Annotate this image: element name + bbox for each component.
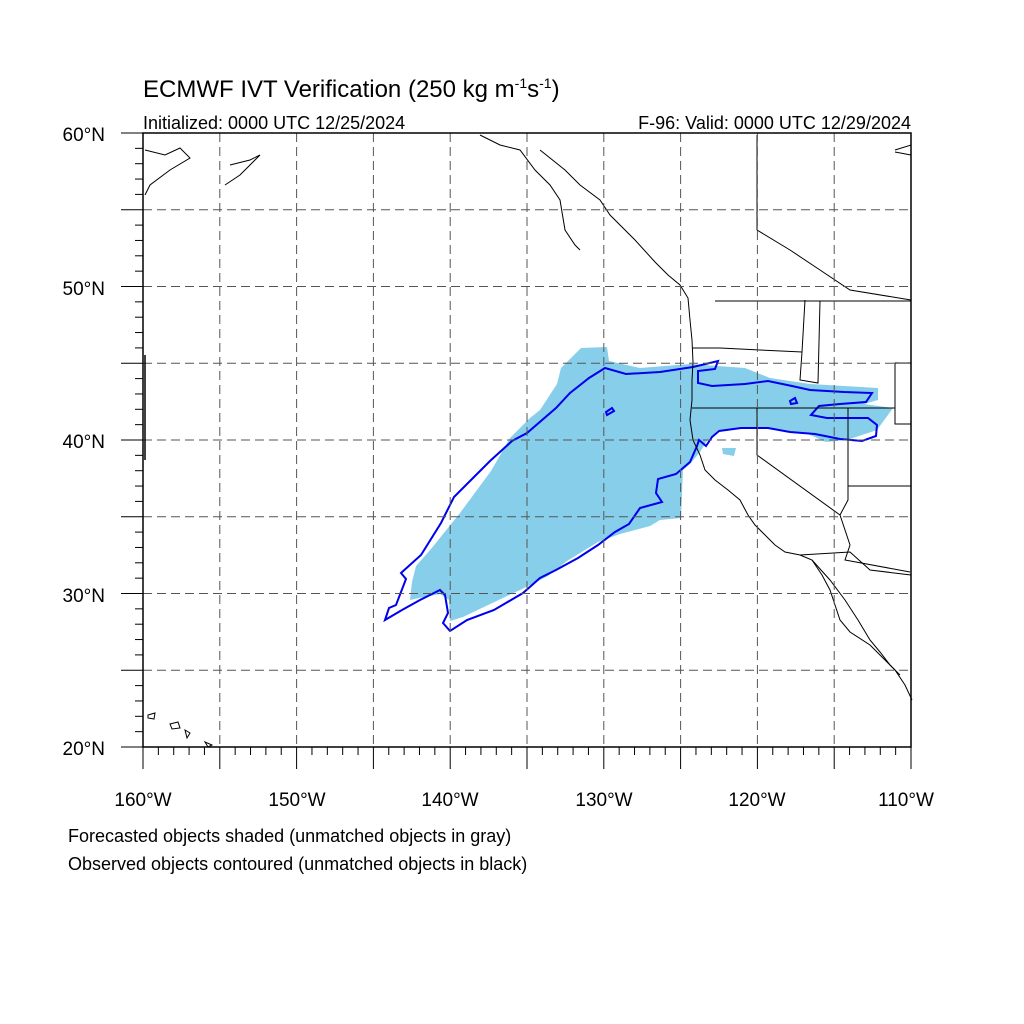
lon-label-160w: 160°W bbox=[114, 790, 171, 811]
axis-ticks bbox=[121, 132, 912, 769]
latitude-labels: 60°N 50°N 40°N 30°N 20°N bbox=[63, 125, 105, 760]
arizona-border bbox=[839, 514, 911, 573]
observed-ivt-contours bbox=[383, 359, 879, 633]
legend-observed-note: Observed objects contoured (unmatched ob… bbox=[68, 854, 527, 874]
forecast-ivt-object-small bbox=[722, 448, 736, 456]
lon-label-110w: 110°W bbox=[878, 790, 934, 811]
initialized-time: Initialized: 0000 UTC 12/25/2024 bbox=[143, 113, 405, 133]
canada-province-line bbox=[756, 135, 912, 301]
observed-ivt-contour-small-2 bbox=[788, 396, 799, 406]
baja-peninsula bbox=[811, 559, 901, 676]
figure-title: ECMWF IVT Verification (250 kg m-1s-1) bbox=[143, 75, 560, 103]
longitude-labels: 160°W 150°W 140°W 130°W 120°W 110°W bbox=[114, 790, 934, 811]
valid-time: F-96: Valid: 0000 UTC 12/29/2024 bbox=[638, 113, 911, 133]
lat-label-60n: 60°N bbox=[63, 125, 105, 146]
lon-label-150w: 150°W bbox=[268, 790, 325, 811]
coastlines bbox=[144, 134, 913, 748]
lat-label-30n: 30°N bbox=[63, 586, 105, 607]
lat-lon-grid bbox=[143, 133, 911, 747]
lat-label-50n: 50°N bbox=[63, 279, 105, 300]
lon-label-130w: 130°W bbox=[575, 790, 632, 811]
alaska-south-coast bbox=[224, 154, 261, 186]
lon-label-120w: 120°W bbox=[728, 790, 785, 811]
lon-label-140w: 140°W bbox=[421, 790, 478, 811]
hawaii-islands bbox=[147, 712, 214, 748]
canada-arctic-coast bbox=[894, 144, 912, 156]
washington-oregon-border bbox=[692, 299, 806, 353]
us-west-coastline bbox=[539, 149, 913, 701]
idaho-border bbox=[799, 300, 821, 384]
alaska-panhandle bbox=[479, 134, 581, 251]
observed-ivt-contour-main bbox=[383, 359, 879, 633]
mexico-border bbox=[799, 551, 912, 576]
legend-forecast-note: Forecasted objects shaded (unmatched obj… bbox=[68, 826, 511, 846]
observed-ivt-contour-small-1 bbox=[604, 406, 616, 417]
forecast-ivt-object bbox=[410, 347, 893, 621]
lat-label-40n: 40°N bbox=[63, 432, 105, 453]
alaska-coast bbox=[144, 147, 191, 196]
lat-label-20n: 20°N bbox=[63, 739, 105, 760]
